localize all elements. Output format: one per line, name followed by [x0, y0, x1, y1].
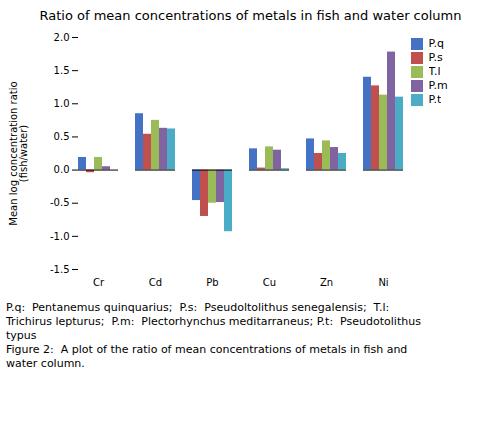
- html-text:Figure 2: A plot of the ratio: Figure 2: A plot of the ratio of mean co…: [6, 343, 408, 356]
- svg-text:1.0: 1.0: [54, 98, 70, 109]
- html-text:Ratio of mean concentrations o: Ratio of mean concentrations of metals i…: [39, 8, 462, 23]
- html-text:T.l: T.l: [428, 65, 441, 78]
- svg-text:0.0: 0.0: [54, 164, 70, 175]
- svg-text:Zn: Zn: [320, 277, 333, 288]
- html-text:typus: typus: [6, 329, 37, 342]
- html-text:P.q: P.q: [428, 37, 444, 50]
- svg-text:2.0: 2.0: [54, 32, 70, 43]
- html-text:P.q: Pentanemus quinquarius; P: P.q: Pentanemus quinquarius; P.s: Pseudo…: [6, 301, 390, 314]
- html-text:Trichirus lepturus; P.m: Plect: Trichirus lepturus; P.m: Plectorhynchus …: [6, 315, 421, 328]
- html-text:P.m: P.m: [428, 79, 448, 92]
- svg-text:Ni: Ni: [378, 277, 388, 288]
- svg-text:Cu: Cu: [263, 277, 276, 288]
- svg-text:1.5: 1.5: [54, 65, 70, 76]
- html-text:water column.: water column.: [6, 357, 85, 370]
- svg-text:Pb: Pb: [206, 277, 218, 288]
- svg-text:-1.5: -1.5: [50, 264, 70, 275]
- svg-text:-1.0: -1.0: [50, 231, 70, 242]
- html-text:P.s: P.s: [428, 51, 443, 64]
- html-text:P.t: P.t: [428, 93, 442, 106]
- svg-text:-0.5: -0.5: [50, 197, 70, 208]
- svg-text:Cr: Cr: [93, 277, 105, 288]
- svg-text:Cd: Cd: [149, 277, 162, 288]
- svg-text:Mean log concentration ratio(f: Mean log concentration ratio(fish/water): [8, 81, 29, 225]
- svg-text:0.5: 0.5: [54, 131, 70, 142]
